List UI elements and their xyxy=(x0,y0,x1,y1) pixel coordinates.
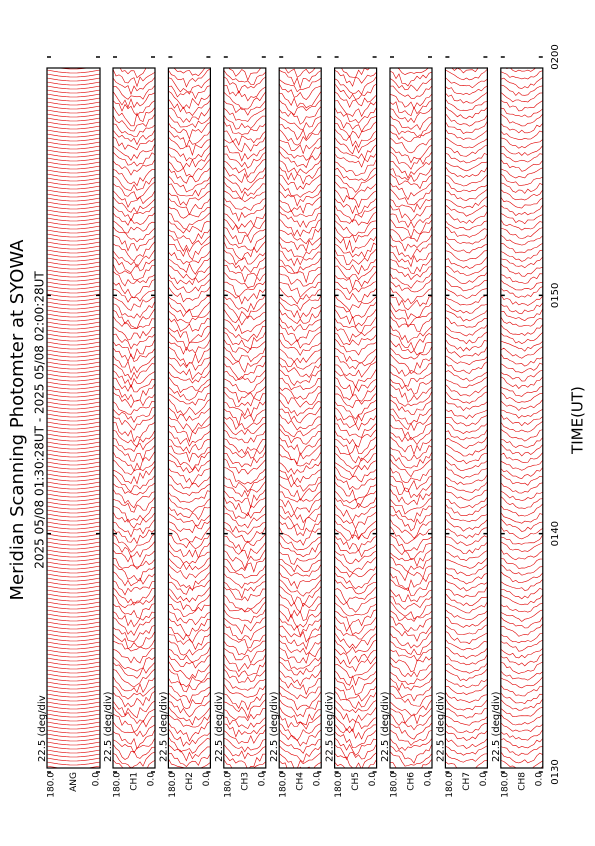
trace xyxy=(500,68,543,768)
trace xyxy=(445,68,488,768)
trace xyxy=(168,68,211,768)
axis-top-label: 180.0 xyxy=(390,772,400,798)
time-tick-label: 0150 xyxy=(550,283,561,308)
axis-top-label: 180.0 xyxy=(334,772,344,798)
axis-bottom-label: 0.0 xyxy=(534,772,544,787)
channel-label: CH6 xyxy=(407,772,417,791)
channel-label: CH5 xyxy=(351,772,361,791)
axis-top-label: 180.0 xyxy=(223,772,233,798)
panel-frame xyxy=(278,67,322,769)
scale-label: 22.5 (deg/div) xyxy=(435,691,446,762)
channel-label: CH1 xyxy=(130,772,140,791)
axis-bottom-label: 0.0 xyxy=(479,772,489,787)
panel-frame xyxy=(112,67,156,769)
scale-label: 22.5 (deg/div) xyxy=(103,691,114,762)
channel-label: CH3 xyxy=(240,772,250,791)
panel-frame xyxy=(223,67,267,769)
scale-label: 22.5 (deg/div xyxy=(37,695,48,762)
axis-bottom-label: 0.0 xyxy=(313,772,323,787)
trace xyxy=(279,68,322,768)
axis-top-label: 180.0 xyxy=(168,772,178,798)
panel-frame xyxy=(389,67,433,769)
channel-label: CH7 xyxy=(462,772,472,791)
axis-bottom-label: 0.0 xyxy=(202,772,212,787)
axis-bottom-label: 0.0 xyxy=(257,772,267,787)
rotated-plot: Meridian Scanning Photomter at SYOWA 202… xyxy=(7,44,587,797)
trace xyxy=(113,68,155,768)
axis-bottom-label: 0.0 xyxy=(368,772,378,787)
axis-top-label: 180.0 xyxy=(47,772,57,798)
time-tick-label: 0130 xyxy=(550,759,561,784)
axis-bottom-label: 0.0 xyxy=(92,772,102,787)
time-tick-label: 0140 xyxy=(550,521,561,546)
panel-frame xyxy=(334,67,378,769)
channel-label: CH4 xyxy=(296,772,306,791)
title: Meridian Scanning Photomter at SYOWA xyxy=(7,239,28,601)
scale-label: 22.5 (deg/div) xyxy=(491,691,502,762)
scale-label: 22.5 (deg/div) xyxy=(325,691,336,762)
channel-label: ANG xyxy=(69,772,79,792)
axis-top-label: 180.0 xyxy=(279,772,289,798)
axis-top-label: 180.0 xyxy=(500,772,510,798)
panel-frame xyxy=(167,67,211,769)
trace xyxy=(334,68,377,768)
x-axis-label: TIME(UT) xyxy=(569,386,587,455)
axis-bottom-label: 0.0 xyxy=(147,772,157,787)
channel-label: CH2 xyxy=(185,772,195,791)
trace xyxy=(223,68,266,768)
axis-top-label: 180.0 xyxy=(113,772,123,798)
time-tick-label: 0200 xyxy=(550,44,561,69)
scale-label: 22.5 (deg/div) xyxy=(214,691,225,762)
scale-label: 22.5 (deg/div) xyxy=(269,691,280,762)
scale-label: 22.5 (deg/div) xyxy=(158,691,169,762)
axis-bottom-label: 0.0 xyxy=(424,772,434,787)
subtitle: 2025 05/08 01:30:28UT - 2025 05/08 02:00… xyxy=(33,271,47,569)
scale-label: 22.5 (deg/div) xyxy=(380,691,391,762)
trace xyxy=(47,68,100,768)
panel-frame xyxy=(500,67,544,769)
channel-label: CH8 xyxy=(517,772,527,791)
panel-frame xyxy=(444,67,488,769)
panel-frame xyxy=(46,67,101,769)
axis-top-label: 180.0 xyxy=(445,772,455,798)
trace xyxy=(390,68,432,768)
